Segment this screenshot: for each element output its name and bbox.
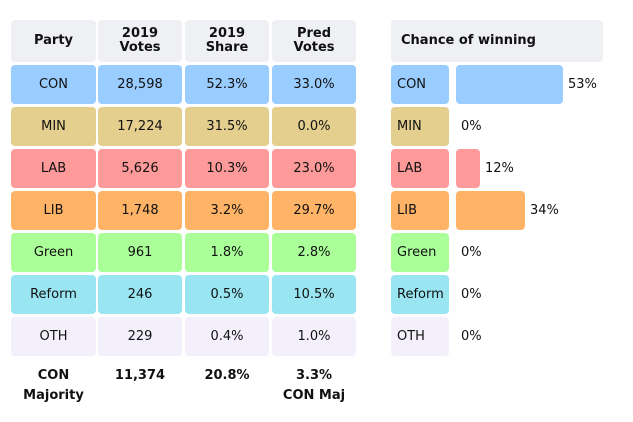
party-cell: LAB: [11, 149, 96, 188]
pred-majority-line2: CON Maj: [282, 388, 346, 403]
pred-votes-cell: 29.7%: [272, 191, 356, 230]
chart-value-label: 0%: [461, 245, 482, 260]
table-header-share: 2019 Share: [185, 20, 269, 62]
votes-cell: 246: [98, 275, 182, 314]
share-cell: 1.8%: [185, 233, 269, 272]
votes-cell: 17,224: [98, 107, 182, 146]
votes-cell: 961: [98, 233, 182, 272]
header-line: Party: [33, 33, 74, 48]
share-cell: 3.2%: [185, 191, 269, 230]
chart-value-label: 34%: [530, 203, 559, 218]
majority-votes: 11,374: [114, 368, 166, 383]
chart-bar-con: [456, 65, 563, 104]
chart-category-label: OTH: [391, 317, 449, 356]
votes-cell: 229: [98, 317, 182, 356]
chart-category-label: CON: [391, 65, 449, 104]
header-line: Pred: [296, 26, 332, 41]
chart-title: Chance of winning: [391, 20, 603, 62]
votes-cell: 5,626: [98, 149, 182, 188]
party-cell: MIN: [11, 107, 96, 146]
majority-label-line2: Majority: [23, 388, 84, 403]
pred-votes-cell: 23.0%: [272, 149, 356, 188]
share-cell: 52.3%: [185, 65, 269, 104]
share-cell: 31.5%: [185, 107, 269, 146]
pred-votes-cell: 2.8%: [272, 233, 356, 272]
majority-label: CON Majority: [11, 366, 96, 406]
pred-votes-cell: 0.0%: [272, 107, 356, 146]
party-cell: LIB: [11, 191, 96, 230]
header-line: Votes: [119, 40, 161, 55]
chart-bar-lib: [456, 191, 525, 230]
chart-value-label: 0%: [461, 119, 482, 134]
header-line: Votes: [293, 40, 335, 55]
share-cell: 0.4%: [185, 317, 269, 356]
pred-votes-cell: 10.5%: [272, 275, 356, 314]
chart-category-label: LAB: [391, 149, 449, 188]
chart-value-label: 0%: [461, 287, 482, 302]
votes-cell: 1,748: [98, 191, 182, 230]
pred-votes-cell: 1.0%: [272, 317, 356, 356]
table-header-pred: Pred Votes: [272, 20, 356, 62]
majority-share: 20.8%: [204, 368, 250, 383]
pred-votes-cell: 33.0%: [272, 65, 356, 104]
chart-category-label: LIB: [391, 191, 449, 230]
party-cell: OTH: [11, 317, 96, 356]
header-line: Share: [205, 40, 249, 55]
chart-value-label: 0%: [461, 329, 482, 344]
chart-category-label: Reform: [391, 275, 449, 314]
pred-majority-line1: 3.3%: [295, 368, 333, 383]
chart-value-label: 53%: [568, 77, 597, 92]
chart-bar-lab: [456, 149, 480, 188]
share-cell: 10.3%: [185, 149, 269, 188]
share-cell: 0.5%: [185, 275, 269, 314]
party-cell: Reform: [11, 275, 96, 314]
header-line: 2019: [121, 26, 159, 41]
chart-category-label: MIN: [391, 107, 449, 146]
party-cell: Green: [11, 233, 96, 272]
table-header-party: Party: [11, 20, 96, 62]
votes-cell: 28,598: [98, 65, 182, 104]
party-cell: CON: [11, 65, 96, 104]
pred-majority: 3.3% CON Maj: [272, 366, 356, 406]
chart-value-label: 12%: [485, 161, 514, 176]
majority-label-line1: CON: [37, 368, 70, 383]
header-line: 2019: [208, 26, 246, 41]
table-header-votes: 2019 Votes: [98, 20, 182, 62]
chart-category-label: Green: [391, 233, 449, 272]
